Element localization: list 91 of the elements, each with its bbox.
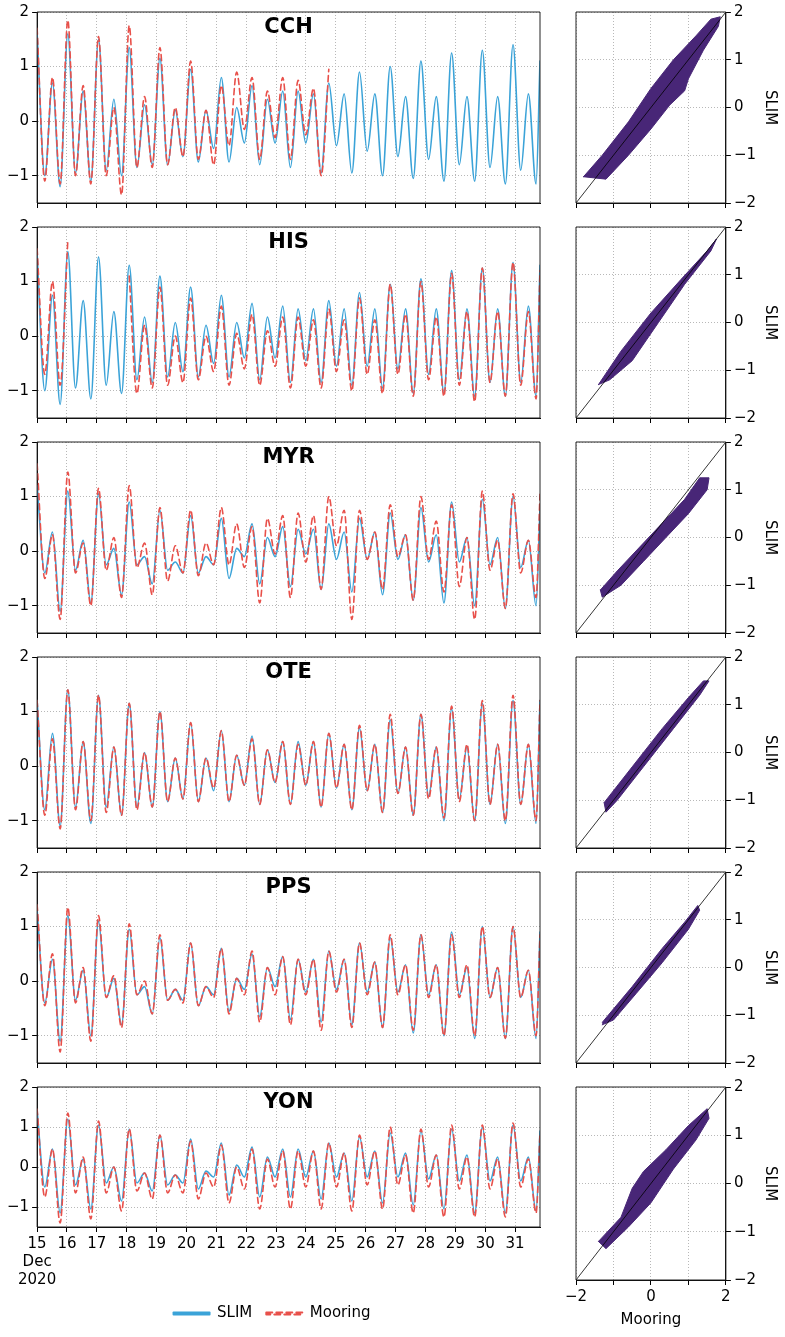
- x-tick-label: 19: [147, 1233, 167, 1252]
- y2-tick-label: −1: [733, 360, 757, 379]
- line-series: [37, 19, 330, 196]
- y2-tick-label: −2: [733, 1052, 757, 1071]
- legend-label: SLIM: [217, 1303, 253, 1322]
- y-tick-label: 1: [19, 1116, 30, 1135]
- y-tick-label: 0: [19, 756, 30, 775]
- line-series: [37, 33, 540, 188]
- y-tick-label: 0: [19, 326, 30, 345]
- y2-tick-label: −2: [733, 837, 757, 856]
- y2-tick-label: 2: [733, 646, 744, 665]
- y2-tick-label: 2: [733, 1076, 744, 1095]
- y2-tick-label: 0: [733, 97, 744, 116]
- y-tick-label: 0: [19, 111, 30, 130]
- x-tick-label: 15 Dec 2020: [18, 1233, 57, 1288]
- x-tick-label: 30: [475, 1233, 495, 1252]
- x-tick-label: 22: [236, 1233, 256, 1252]
- y2-tick-label: 2: [733, 216, 744, 235]
- y2-tick-label: 1: [733, 264, 744, 283]
- chart-title: YON: [262, 1088, 314, 1113]
- y2-tick-label: 2: [733, 431, 744, 450]
- y2-tick-label: 2: [733, 861, 744, 880]
- y2-tick-label: 1: [733, 1125, 744, 1144]
- y-tick-label: 2: [19, 1, 30, 20]
- y2-axis-title: SLIM: [762, 519, 781, 556]
- y2-tick-label: −2: [733, 192, 757, 211]
- y2-tick-label: 0: [733, 957, 744, 976]
- x-tick-label: 26: [356, 1233, 376, 1252]
- y2-tick-label: −2: [733, 1269, 757, 1288]
- y2-tick-label: 2: [733, 1, 744, 20]
- y-tick-label: 1: [19, 271, 30, 290]
- x-tick-label: 16: [57, 1233, 77, 1252]
- chart-title: HIS: [268, 228, 309, 253]
- y2-tick-label: 0: [733, 1173, 744, 1192]
- y2-tick-label: 0: [733, 312, 744, 331]
- x-tick-label: 31: [505, 1233, 525, 1252]
- y2-tick-label: 1: [733, 479, 744, 498]
- y2-tick-label: −2: [733, 622, 757, 641]
- y2-tick-label: 1: [733, 49, 744, 68]
- y-tick-label: 0: [19, 971, 30, 990]
- x-tick-label: −2: [564, 1286, 588, 1305]
- y-tick-label: 1: [19, 486, 30, 505]
- x-tick-label: 18: [117, 1233, 137, 1252]
- y2-tick-label: −1: [733, 790, 757, 809]
- x-tick-label: 23: [266, 1233, 286, 1252]
- y2-tick-label: 0: [733, 527, 744, 546]
- x-axis-title: Mooring: [620, 1309, 682, 1328]
- chart-title: PPS: [265, 873, 312, 898]
- y-tick-label: 2: [19, 646, 30, 665]
- y2-tick-label: 0: [733, 742, 744, 761]
- y2-tick-label: 1: [733, 909, 744, 928]
- y2-tick-label: −2: [733, 407, 757, 426]
- y-tick-label: 1: [19, 916, 30, 935]
- x-tick-label: 17: [87, 1233, 107, 1252]
- y-tick-label: 1: [19, 701, 30, 720]
- x-tick-label: 29: [445, 1233, 465, 1252]
- x-tick-label: 0: [646, 1286, 656, 1305]
- y-tick-label: −1: [6, 1196, 30, 1215]
- y-tick-label: −1: [6, 380, 30, 399]
- x-tick-label: 24: [296, 1233, 316, 1252]
- y-tick-label: 2: [19, 861, 30, 880]
- y2-tick-label: −1: [733, 1005, 757, 1024]
- y-tick-label: 2: [19, 216, 30, 235]
- legend-label: Mooring: [309, 1303, 371, 1322]
- y2-axis-title: SLIM: [762, 1165, 781, 1202]
- chart-title: CCH: [264, 13, 313, 38]
- y-tick-label: 0: [19, 1156, 30, 1175]
- y-tick-label: 2: [19, 1076, 30, 1095]
- y-tick-label: 0: [19, 541, 30, 560]
- y2-axis-title: SLIM: [762, 304, 781, 341]
- y2-tick-label: −1: [733, 575, 757, 594]
- y-tick-label: −1: [6, 165, 30, 184]
- y2-tick-label: −1: [733, 1221, 757, 1240]
- chart-title: MYR: [262, 443, 315, 468]
- y-tick-label: −1: [6, 1025, 30, 1044]
- y2-tick-label: 1: [733, 694, 744, 713]
- y-tick-label: −1: [6, 595, 30, 614]
- y2-axis-title: SLIM: [762, 734, 781, 771]
- chart-title: OTE: [265, 658, 312, 683]
- x-tick-label: 27: [386, 1233, 406, 1252]
- y-tick-label: −1: [6, 810, 30, 829]
- y2-axis-title: SLIM: [762, 89, 781, 126]
- x-tick-label: 20: [176, 1233, 197, 1252]
- y-tick-label: 1: [19, 56, 30, 75]
- x-tick-label: 25: [326, 1233, 346, 1252]
- x-tick-label: 21: [206, 1233, 226, 1252]
- y2-axis-title: SLIM: [762, 949, 781, 986]
- x-tick-label: 2: [721, 1286, 731, 1305]
- y-tick-label: 2: [19, 431, 30, 450]
- y2-tick-label: −1: [733, 145, 757, 164]
- x-tick-label: 28: [415, 1233, 436, 1252]
